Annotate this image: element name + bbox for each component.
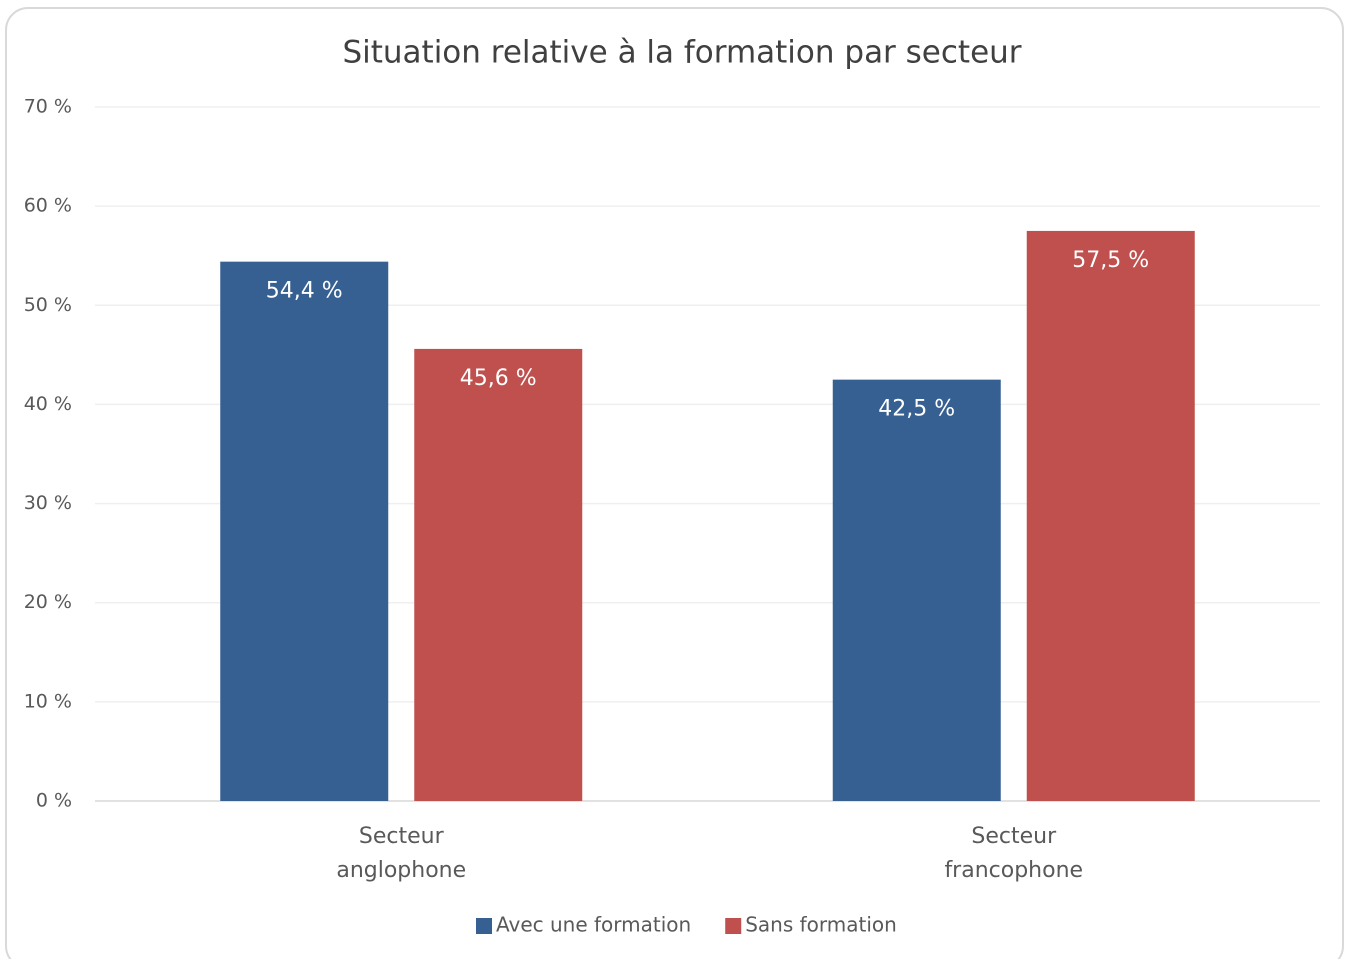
- y-tick-label: 20 %: [24, 591, 72, 613]
- data-label: 54,4 %: [266, 279, 343, 304]
- bar: [414, 348, 583, 801]
- bar: [220, 261, 389, 802]
- y-tick-label: 70 %: [24, 96, 72, 118]
- bar: [832, 379, 1001, 801]
- data-label: 45,6 %: [460, 366, 537, 391]
- y-tick-label: 40 %: [24, 393, 72, 415]
- y-tick-label: 50 %: [24, 294, 72, 316]
- chart-title: Situation relative à la formation par se…: [342, 35, 1021, 71]
- y-tick-label: 60 %: [24, 195, 72, 217]
- y-tick-label: 30 %: [24, 492, 72, 514]
- x-tick-label: Secteur francophone: [944, 824, 1084, 883]
- data-label: 42,5 %: [878, 397, 955, 422]
- y-tick-label: 0 %: [36, 790, 72, 812]
- legend-label: Sans formation: [745, 913, 897, 937]
- y-tick-label: 10 %: [24, 690, 72, 712]
- legend-swatch: [725, 918, 742, 934]
- legend-swatch: [476, 918, 492, 934]
- bar: [1026, 230, 1195, 801]
- data-label: 57,5 %: [1072, 248, 1149, 273]
- x-tick-label: Secteur anglophone: [336, 824, 467, 883]
- legend-label: Avec une formation: [496, 913, 691, 937]
